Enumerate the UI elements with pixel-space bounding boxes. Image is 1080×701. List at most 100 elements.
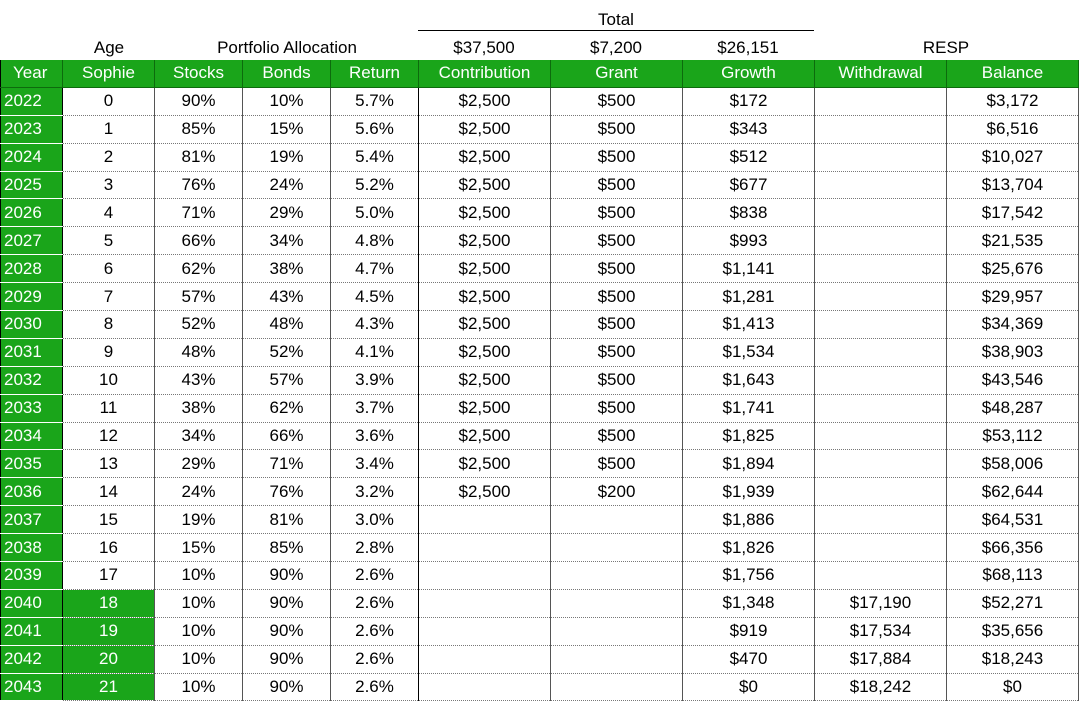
age-cell: 10: [62, 366, 155, 395]
year-cell: 2025: [0, 171, 63, 200]
year-cell: 2036: [0, 477, 63, 507]
table-row: 2022 0 90% 10% 5.7% $2,500 $500 $172 $3,172: [0, 87, 1079, 116]
growth-cell: $1,886: [682, 505, 815, 535]
contribution-cell: $2,500: [418, 394, 551, 423]
growth-cell: $993: [682, 226, 815, 256]
super-header: Total Age Portfolio Allocation $37,500 $…: [0, 0, 1080, 60]
age-cell: 0: [62, 87, 155, 116]
withdrawal-cell: [814, 87, 947, 116]
table-row: 2039 17 10% 90% 2.6% $1,756 $68,113: [0, 561, 1079, 590]
age-cell: 11: [62, 394, 155, 423]
growth-cell: $919: [682, 617, 815, 646]
withdrawal-cell: [814, 310, 947, 339]
withdrawal-cell: [814, 338, 947, 367]
stocks-cell: 29%: [154, 449, 243, 479]
growth-cell: $1,348: [682, 589, 815, 618]
year-cell: 2042: [0, 645, 63, 674]
year-cell: 2030: [0, 310, 63, 339]
column-header-row: Year Sophie Stocks Bonds Return Contribu…: [0, 60, 1079, 88]
grant-cell: $500: [550, 87, 683, 116]
year-cell: 2035: [0, 449, 63, 479]
growth-cell: $1,534: [682, 338, 815, 367]
growth-cell: $1,826: [682, 533, 815, 563]
year-cell: 2034: [0, 422, 63, 451]
grant-cell: $500: [550, 115, 683, 144]
bonds-cell: 76%: [242, 477, 331, 507]
bonds-cell: 52%: [242, 338, 331, 367]
growth-cell: $677: [682, 171, 815, 200]
grant-cell: [550, 505, 683, 535]
return-cell: 3.7%: [330, 394, 419, 423]
bonds-cell: 90%: [242, 589, 331, 618]
year-cell: 2038: [0, 533, 63, 563]
withdrawal-cell: [814, 533, 947, 563]
stocks-cell: 10%: [154, 617, 243, 646]
bonds-cell: 15%: [242, 115, 331, 144]
contribution-cell: [418, 589, 551, 618]
growth-cell: $1,281: [682, 282, 815, 312]
table-row: 2041 19 10% 90% 2.6% $919 $17,534 $35,656: [0, 617, 1079, 646]
table-body: 2022 0 90% 10% 5.7% $2,500 $500 $172 $3,172 2023 1…: [0, 87, 1079, 701]
withdrawal-cell: [814, 115, 947, 144]
stocks-cell: 24%: [154, 477, 243, 507]
grant-cell: [550, 561, 683, 590]
year-cell: 2027: [0, 226, 63, 256]
stocks-cell: 71%: [154, 198, 243, 228]
stocks-cell: 57%: [154, 282, 243, 312]
return-cell: 2.6%: [330, 617, 419, 646]
return-cell: 2.6%: [330, 589, 419, 618]
withdrawal-cell: [814, 198, 947, 228]
age-cell: 1: [62, 115, 155, 144]
balance-cell: $48,287: [946, 394, 1079, 423]
growth-cell: $512: [682, 143, 815, 172]
growth-cell: $1,741: [682, 394, 815, 423]
grant-cell: [550, 617, 683, 646]
bonds-cell: 66%: [242, 422, 331, 451]
contribution-cell: $2,500: [418, 198, 551, 228]
growth-cell: $1,756: [682, 561, 815, 590]
growth-cell: $1,141: [682, 254, 815, 284]
table-row: 2025 3 76% 24% 5.2% $2,500 $500 $677 $13,704: [0, 171, 1079, 200]
year-cell: 2022: [0, 87, 63, 116]
balance-cell: $10,027: [946, 143, 1079, 172]
stocks-cell: 52%: [154, 310, 243, 339]
growth-cell: $1,643: [682, 366, 815, 395]
age-label: Age: [93, 38, 125, 57]
growth-cell: $343: [682, 115, 815, 144]
grant-cell: $500: [550, 143, 683, 172]
col-contribution: Contribution: [418, 60, 551, 88]
stocks-cell: 10%: [154, 673, 243, 701]
growth-cell: $470: [682, 645, 815, 674]
return-cell: 4.5%: [330, 282, 419, 312]
stocks-cell: 19%: [154, 505, 243, 535]
balance-cell: $34,369: [946, 310, 1079, 339]
return-cell: 3.0%: [330, 505, 419, 535]
table-row: 2028 6 62% 38% 4.7% $2,500 $500 $1,141 $25,676: [0, 254, 1079, 284]
bonds-cell: 81%: [242, 505, 331, 535]
grant-cell: [550, 645, 683, 674]
withdrawal-cell: [814, 477, 947, 507]
age-cell: 2: [62, 143, 155, 172]
contribution-cell: [418, 673, 551, 701]
growth-cell: $1,939: [682, 477, 815, 507]
stocks-cell: 15%: [154, 533, 243, 563]
stocks-cell: 43%: [154, 366, 243, 395]
year-cell: 2043: [0, 673, 63, 701]
contribution-cell: [418, 533, 551, 563]
balance-cell: $62,644: [946, 477, 1079, 507]
bonds-cell: 57%: [242, 366, 331, 395]
total-contribution: $37,500: [453, 38, 515, 57]
growth-cell: $838: [682, 198, 815, 228]
return-cell: 5.0%: [330, 198, 419, 228]
resp-label: RESP: [922, 38, 970, 57]
table-row: 2040 18 10% 90% 2.6% $1,348 $17,190 $52,271: [0, 589, 1079, 618]
growth-cell: $1,413: [682, 310, 815, 339]
balance-cell: $29,957: [946, 282, 1079, 312]
age-cell: 17: [62, 561, 155, 590]
col-balance: Balance: [946, 60, 1079, 88]
year-cell: 2040: [0, 589, 63, 618]
stocks-cell: 48%: [154, 338, 243, 367]
contribution-cell: [418, 617, 551, 646]
table-row: 2035 13 29% 71% 3.4% $2,500 $500 $1,894 $58,006: [0, 449, 1079, 479]
stocks-cell: 76%: [154, 171, 243, 200]
